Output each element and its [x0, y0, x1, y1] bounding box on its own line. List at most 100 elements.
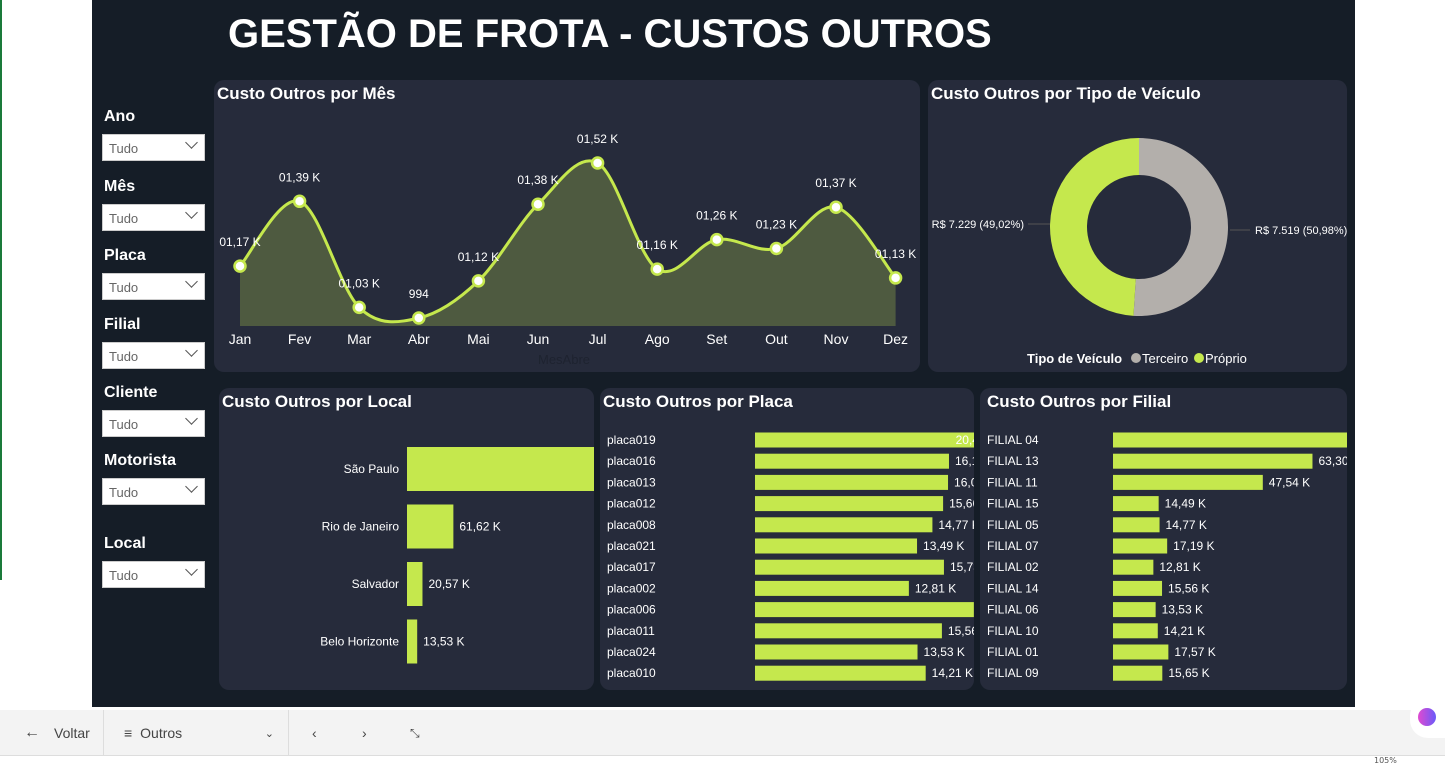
category-label: FILIAL 05: [987, 518, 1039, 532]
x-axis-title: MesAbre: [538, 352, 590, 367]
next-page-button[interactable]: ›: [362, 725, 367, 741]
bar: [755, 474, 949, 490]
chevron-down-icon: ⌄: [264, 727, 274, 740]
category-label: placa011: [607, 624, 655, 638]
filter-label: Cliente: [104, 384, 158, 401]
chart-title: Custo Outros por Local: [222, 392, 412, 411]
filter-dropdown[interactable]: Tudo: [102, 273, 205, 300]
bar: [407, 504, 454, 549]
panel-local: Custo Outros por Local São Paulo283,01 K…: [219, 388, 594, 690]
x-tick-label: Ago: [645, 331, 670, 347]
bar: [1113, 538, 1168, 554]
category-label: FILIAL 01: [987, 645, 1039, 659]
x-tick-label: Out: [765, 331, 788, 347]
x-tick-label: Jun: [527, 331, 550, 347]
filter-value: Tudo: [109, 568, 139, 583]
category-label: FILIAL 07: [987, 539, 1039, 553]
data-point: [292, 194, 307, 209]
category-label: FILIAL 14: [987, 581, 1039, 595]
data-label: 994: [409, 287, 429, 301]
data-point: [352, 300, 366, 315]
data-label: 16,15 K: [955, 454, 974, 468]
chart-title: Custo Outros por Mês: [217, 84, 396, 103]
filter-label: Ano: [104, 108, 136, 125]
x-tick-label: Set: [706, 331, 727, 347]
page-selector[interactable]: ≡ Outros ⌄: [124, 710, 274, 756]
category-label: placa010: [607, 666, 656, 680]
data-label: 15,73 K: [950, 560, 974, 574]
data-point: [769, 241, 784, 256]
bar: [755, 665, 926, 681]
bar: [1113, 496, 1159, 512]
category-label: FILIAL 04: [987, 433, 1039, 447]
bar: [755, 432, 974, 448]
data-label: 14,21 K: [1164, 624, 1205, 638]
data-label: 47,54 K: [1269, 475, 1310, 489]
bar: [755, 496, 944, 512]
prev-page-button[interactable]: ‹: [312, 725, 317, 741]
filter-dropdown[interactable]: Tudo: [102, 134, 205, 161]
data-label: 13,53 K: [924, 645, 965, 659]
category-label: FILIAL 13: [987, 454, 1039, 468]
data-label: 14,77 K: [1166, 518, 1207, 532]
data-label: 63,30 K: [1318, 454, 1347, 468]
copilot-button[interactable]: [1410, 698, 1445, 738]
filter-label: Local: [104, 535, 146, 552]
data-label: 01,38 K: [517, 173, 558, 187]
bar: [1113, 623, 1158, 639]
bar: [1113, 474, 1263, 490]
bar: [1113, 602, 1156, 618]
bar: [1113, 453, 1313, 469]
category-label: placa002: [607, 581, 656, 595]
data-point: [531, 197, 545, 211]
donut-chart: R$ 7.519 (50,98%) R$ 7.229 (49,02%) Tipo d…: [932, 138, 1347, 366]
filter-label: Filial: [104, 316, 141, 333]
data-label: 15,56 K: [1168, 581, 1209, 595]
line-chart: 01,17 K Jan 01,39 K Fev 01,03 K Mar 994 Abr 01,1…: [219, 132, 916, 367]
zoom-level: 105%: [1374, 756, 1397, 765]
category-label: São Paulo: [344, 462, 400, 476]
data-label: 01,12 K: [458, 250, 499, 264]
filter-value: Tudo: [109, 211, 139, 226]
data-label: 61,62 K: [459, 520, 500, 534]
category-label: FILIAL 09: [987, 666, 1039, 680]
data-label: 14,21 K: [932, 666, 973, 680]
bar: [755, 602, 974, 618]
chart-title: Custo Outros por Placa: [603, 392, 793, 411]
data-label: 01,13 K: [875, 247, 916, 261]
collapse-icon[interactable]: ⤡: [410, 725, 420, 740]
x-tick-label: Nov: [824, 331, 849, 347]
data-label: 01,52 K: [577, 132, 618, 146]
bar: [1113, 517, 1160, 533]
bar: [407, 562, 423, 606]
data-point: [233, 259, 247, 273]
filter-dropdown[interactable]: Tudo: [102, 410, 205, 437]
category-label: Rio de Janeiro: [322, 520, 400, 534]
chart-title: Custo Outros por Tipo de Veículo: [931, 84, 1201, 103]
bar: [755, 644, 918, 660]
filter-value: Tudo: [109, 280, 139, 295]
category-label: placa008: [607, 518, 656, 532]
filter-dropdown[interactable]: Tudo: [102, 561, 205, 588]
category-label: placa013: [607, 475, 656, 489]
panel-tipo: Custo Outros por Tipo de Veículo R$ 7.51…: [928, 80, 1347, 372]
filter-dropdown[interactable]: Tudo: [102, 478, 205, 505]
data-label: 01,23 K: [756, 217, 797, 231]
category-label: placa006: [607, 603, 656, 617]
list-icon: ≡: [124, 725, 133, 741]
data-label: 15,65 K: [1168, 666, 1209, 680]
back-label: Voltar: [54, 725, 90, 741]
filter-dropdown[interactable]: Tudo: [102, 204, 205, 231]
bar: [407, 447, 594, 491]
data-label: 14,77 K: [938, 518, 974, 532]
category-label: FILIAL 11: [987, 475, 1038, 489]
filter-dropdown[interactable]: Tudo: [102, 342, 205, 369]
bar: [1113, 644, 1169, 660]
bar: [1113, 580, 1163, 596]
data-label: 15,66 K: [949, 497, 974, 511]
legend-entry: Próprio: [1205, 351, 1247, 366]
data-label: 01,16 K: [637, 238, 678, 252]
back-button[interactable]: ← Voltar: [24, 710, 90, 756]
